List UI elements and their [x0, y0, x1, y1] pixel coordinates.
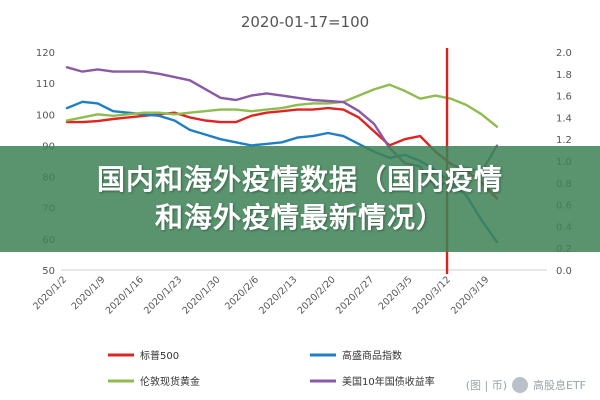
x-tick-label: 2020/3/12: [411, 274, 453, 316]
x-tick-label: 2020/2/6: [223, 274, 261, 312]
watermark-partial: (图 | 币): [465, 379, 507, 392]
x-tick-label: 2020/1/23: [142, 274, 184, 316]
y-tick-label: 110: [36, 79, 55, 90]
y2-tick-label: 1.6: [556, 92, 572, 103]
watermark: (图 | 币) 高股息ETF: [466, 377, 586, 393]
headline-line-1: 国内和海外疫情数据（国内疫情: [96, 163, 503, 196]
y2-tick-label: 1.2: [556, 135, 572, 146]
y2-tick-label: 2.0: [556, 48, 572, 59]
x-tick-label: 2020/2/13: [257, 274, 299, 316]
legend-label: 高盛商品指数: [342, 349, 402, 362]
y2-tick-label: 1.4: [556, 113, 572, 124]
y2-tick-label: 0.0: [556, 266, 572, 277]
x-tick-label: 2020/2/20: [296, 274, 338, 316]
headline-banner: 国内和海外疫情数据（国内疫情 和海外疫情最新情况）: [0, 146, 600, 252]
headline-line-2: 和海外疫情最新情况）: [154, 201, 445, 234]
y2-tick-label: 1.8: [556, 70, 572, 81]
x-tick-label: 2020/1/30: [180, 274, 222, 316]
series-line: [65, 83, 499, 128]
chart-title: 2020-01-17=100: [241, 13, 369, 31]
legend-label: 标普500: [140, 349, 179, 362]
watermark-logo-icon: [512, 377, 528, 393]
y-tick-label: 100: [36, 110, 55, 121]
x-tick-label: 2020/1/16: [104, 274, 146, 316]
x-tick-label: 2020/3/19: [449, 274, 491, 316]
legend-label: 伦敦现货黄金: [140, 375, 200, 388]
y-tick-label: 120: [36, 48, 55, 59]
x-tick-label: 2020/2/27: [334, 274, 376, 316]
series-line: [65, 106, 499, 200]
x-tick-label: 2020/1/9: [70, 274, 108, 312]
legend-label: 美国10年国债收益率: [342, 375, 435, 388]
x-tick-label: 2020/1/2: [31, 274, 69, 312]
x-tick-label: 2020/3/5: [377, 274, 415, 312]
watermark-text: 高股息ETF: [533, 379, 586, 392]
y-tick-label: 50: [42, 266, 55, 277]
